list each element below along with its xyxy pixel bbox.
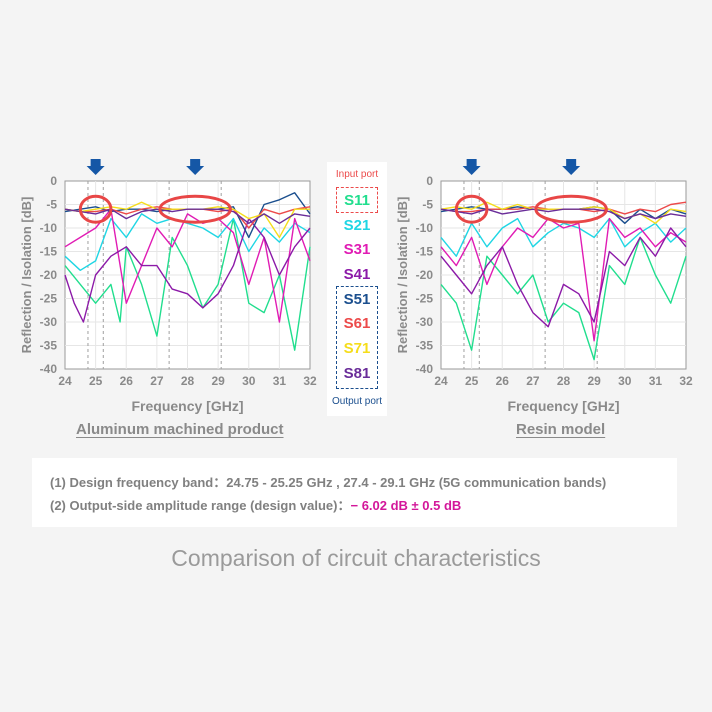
- x-tick-label: 25: [89, 374, 103, 388]
- x-tick-label: 29: [587, 374, 601, 388]
- x-tick-label: 31: [649, 374, 663, 388]
- y-tick-label: -35: [40, 339, 58, 353]
- y-tick-label: -35: [416, 339, 434, 353]
- band-arrow-icon: [186, 159, 205, 175]
- y-tick-label: 0: [50, 174, 57, 188]
- caption-aluminum: Aluminum machined product: [76, 421, 284, 438]
- highlight-oval: [78, 194, 113, 224]
- x-tick-label: 32: [679, 374, 693, 388]
- x-tick-label: 30: [242, 374, 256, 388]
- series-line-s31: [440, 217, 687, 342]
- y-axis-label: Reflection / Isolation [dB]: [19, 197, 34, 354]
- note-amplitude-label: (2) Output-side amplitude range (design …: [50, 498, 351, 513]
- x-tick-label: 24: [58, 374, 72, 388]
- note-amplitude-value: − 6.02 dB ± 0.5 dB: [350, 498, 462, 513]
- page-title: Comparison of circuit characteristics: [171, 545, 541, 571]
- legend-item-s51: S51: [343, 291, 371, 308]
- series-line-s11: [440, 236, 687, 361]
- legend-item-s71: S71: [343, 340, 371, 357]
- legend-item-s21: S21: [343, 217, 371, 234]
- y-tick-label: 0: [426, 174, 433, 188]
- legend-item-s61: S61: [343, 315, 371, 332]
- notes-box: (1) Design frequency band：24.75 - 25.25 …: [32, 458, 677, 527]
- series-line-s81: [64, 208, 311, 225]
- y-axis-label: Reflection / Isolation [dB]: [395, 197, 410, 354]
- y-tick-label: -25: [40, 292, 58, 306]
- legend-input-port: Input port: [335, 169, 379, 180]
- legend-item-s31: S31: [343, 241, 371, 258]
- x-tick-label: 25: [465, 374, 479, 388]
- x-tick-label: 26: [120, 374, 134, 388]
- band-arrow-icon: [462, 159, 481, 175]
- y-tick-label: -30: [416, 315, 434, 329]
- series-line-s11: [64, 217, 311, 351]
- legend-output-port: Output port: [331, 396, 383, 407]
- highlight-oval: [534, 194, 608, 224]
- x-axis-label: Frequency [GHz]: [131, 398, 243, 414]
- series-line-s41: [64, 217, 311, 323]
- y-tick-label: -20: [40, 268, 58, 282]
- y-tick-label: -40: [40, 362, 58, 376]
- x-tick-label: 24: [434, 374, 448, 388]
- y-tick-label: -10: [40, 221, 58, 235]
- legend-input-group-box: [336, 187, 378, 213]
- y-tick-label: -15: [40, 245, 58, 259]
- series-line-s81: [440, 208, 687, 220]
- x-tick-label: 27: [526, 374, 540, 388]
- band-arrow-icon: [86, 159, 105, 175]
- chart-0-group: 24 25 26 27 28 29 30 31 32 0 -5 -10 -15 -20 -25 -30 -35 -…: [19, 159, 317, 414]
- x-tick-label: 28: [181, 374, 195, 388]
- y-tick-label: -5: [422, 198, 433, 212]
- highlight-oval: [158, 194, 232, 224]
- y-tick-label: -30: [40, 315, 58, 329]
- series-line-s31: [64, 208, 311, 323]
- x-tick-label: 28: [557, 374, 571, 388]
- x-axis-label: Frequency [GHz]: [507, 398, 619, 414]
- legend-item-s41: S41: [343, 266, 371, 283]
- y-tick-label: -40: [416, 362, 434, 376]
- legend: Input port S11 S21 S31 S41 S51 S61 S71 S…: [327, 162, 387, 416]
- legend-item-s81: S81: [343, 365, 371, 382]
- x-tick-label: 29: [211, 374, 225, 388]
- x-tick-label: 31: [273, 374, 287, 388]
- highlight-oval: [454, 194, 489, 224]
- band-arrow-icon: [562, 159, 581, 175]
- legend-item-s11: S11: [344, 192, 370, 209]
- x-tick-label: 27: [150, 374, 164, 388]
- y-tick-label: -25: [416, 292, 434, 306]
- note-design-band: (1) Design frequency band：24.75 - 25.25 …: [50, 475, 607, 490]
- y-tick-label: -5: [46, 198, 57, 212]
- note-amplitude-range: (2) Output-side amplitude range (design …: [50, 495, 461, 514]
- chart-1-group: 24 25 26 27 28 29 30 31 32 0 -5 -10 -15 -20 -25 -30 -35 -…: [395, 159, 693, 414]
- caption-resin: Resin model: [516, 421, 606, 438]
- x-tick-label: 32: [303, 374, 317, 388]
- legend-output-group-box: [336, 286, 378, 389]
- x-tick-label: 30: [618, 374, 632, 388]
- y-tick-label: -10: [416, 221, 434, 235]
- y-tick-label: -20: [416, 268, 434, 282]
- x-tick-label: 26: [496, 374, 510, 388]
- y-tick-label: -15: [416, 245, 434, 259]
- series-line-s41: [440, 227, 687, 328]
